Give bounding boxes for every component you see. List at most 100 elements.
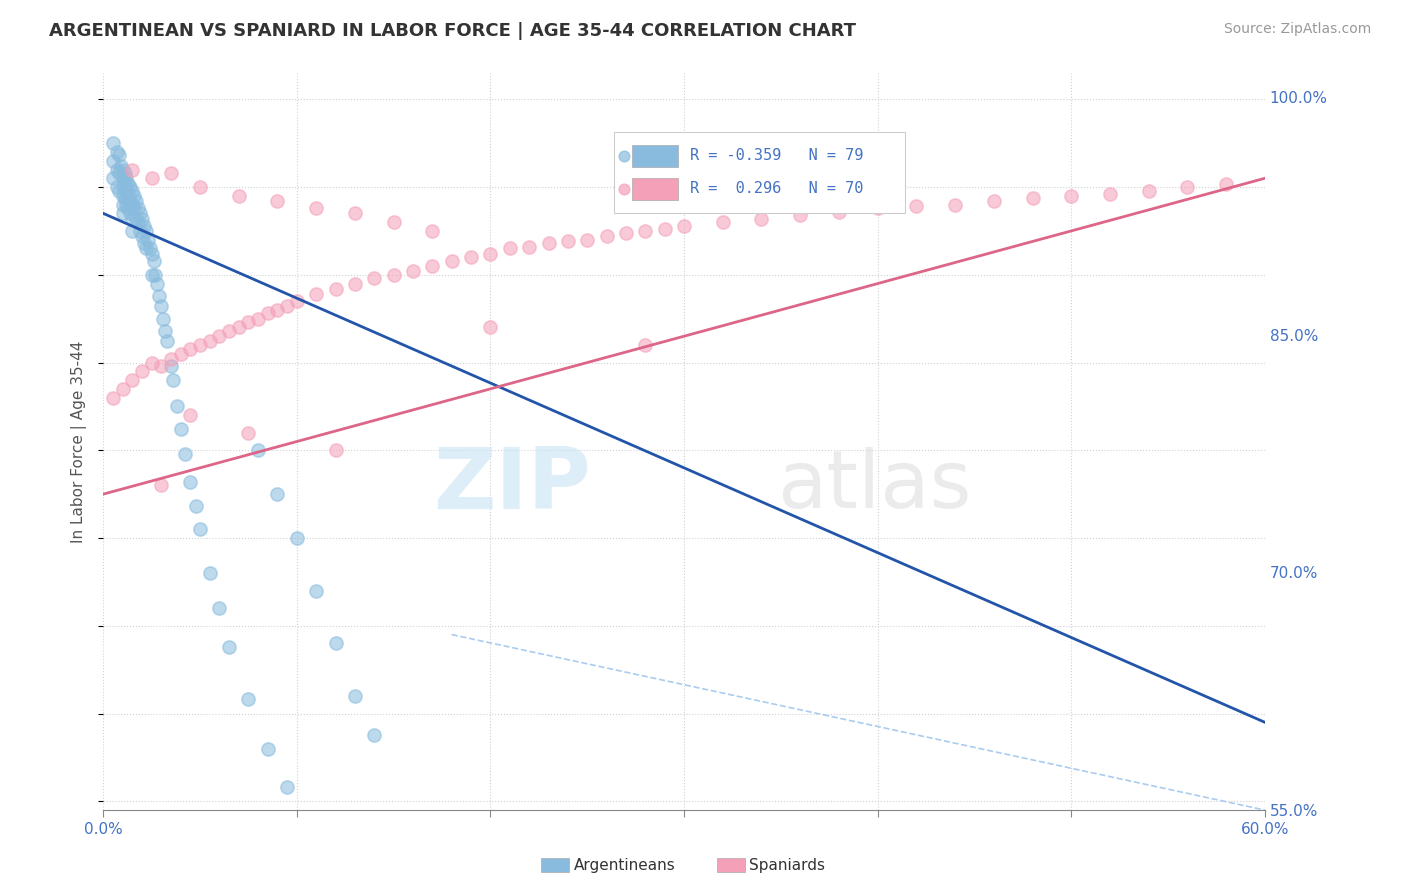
Point xyxy=(101,153,124,168)
Point xyxy=(114,177,136,191)
Point xyxy=(711,215,734,229)
Point xyxy=(127,215,149,229)
Point xyxy=(422,224,444,238)
Point xyxy=(105,162,128,177)
Point xyxy=(228,320,250,334)
Y-axis label: In Labor Force | Age 35-44: In Labor Force | Age 35-44 xyxy=(72,341,87,542)
Point xyxy=(305,583,328,598)
Point xyxy=(343,206,366,220)
Point xyxy=(959,368,981,382)
Point xyxy=(160,166,183,180)
Point xyxy=(111,197,134,211)
Text: ARGENTINEAN VS SPANIARD IN LABOR FORCE | AGE 35-44 CORRELATION CHART: ARGENTINEAN VS SPANIARD IN LABOR FORCE |… xyxy=(49,22,856,40)
Point xyxy=(1137,184,1160,198)
Point xyxy=(135,242,157,256)
Point xyxy=(136,233,159,247)
Point xyxy=(325,636,347,650)
Point xyxy=(634,224,657,238)
Text: R =  0.296   N = 70: R = 0.296 N = 70 xyxy=(690,181,863,196)
Point xyxy=(153,324,176,338)
Point xyxy=(107,184,129,198)
Point xyxy=(1098,187,1121,202)
Point xyxy=(208,329,231,343)
Point xyxy=(343,277,366,291)
Point xyxy=(186,500,208,514)
Point xyxy=(121,373,143,387)
Point xyxy=(107,166,129,180)
Point xyxy=(179,408,201,422)
Point xyxy=(105,180,128,194)
Point xyxy=(121,184,143,198)
Point xyxy=(256,306,278,320)
Point xyxy=(325,282,347,296)
Point xyxy=(127,201,149,215)
Point xyxy=(111,180,134,194)
Point xyxy=(188,180,211,194)
Point xyxy=(402,264,425,278)
Point xyxy=(440,253,463,268)
Point xyxy=(114,166,136,180)
Text: atlas: atlas xyxy=(778,447,972,524)
Text: ZIP: ZIP xyxy=(433,444,591,527)
Point xyxy=(789,208,811,222)
Point xyxy=(111,382,134,396)
Point xyxy=(150,359,173,373)
Text: Spaniards: Spaniards xyxy=(749,858,825,872)
Bar xyxy=(631,145,678,168)
Point xyxy=(105,145,128,159)
Point xyxy=(179,475,201,489)
Point xyxy=(125,194,148,208)
Point xyxy=(111,171,134,186)
Point xyxy=(256,741,278,756)
Point xyxy=(169,347,191,361)
Point xyxy=(141,171,163,186)
Point xyxy=(120,194,142,208)
Point xyxy=(166,400,188,414)
Point xyxy=(115,184,138,198)
Point xyxy=(121,162,143,177)
Point xyxy=(1021,191,1043,205)
Point xyxy=(122,201,145,215)
Point xyxy=(614,226,637,240)
Point xyxy=(115,197,138,211)
Point xyxy=(131,229,153,244)
Point xyxy=(983,194,1005,208)
Point xyxy=(1215,177,1237,191)
Point xyxy=(285,294,308,309)
Point xyxy=(129,206,152,220)
Point xyxy=(111,162,134,177)
Point xyxy=(131,211,153,226)
Point xyxy=(343,689,366,703)
Point xyxy=(135,224,157,238)
Point xyxy=(266,194,288,208)
Point xyxy=(866,201,889,215)
Point xyxy=(120,180,142,194)
Point xyxy=(132,236,155,251)
Point xyxy=(218,640,240,654)
Point xyxy=(129,224,152,238)
Point xyxy=(828,204,851,219)
Text: R = -0.359   N = 79: R = -0.359 N = 79 xyxy=(690,148,863,163)
Point xyxy=(499,242,522,256)
Point xyxy=(160,352,183,367)
Point xyxy=(460,250,482,264)
Point xyxy=(751,211,773,226)
Point xyxy=(150,478,173,492)
Point xyxy=(111,189,134,203)
Point xyxy=(188,338,211,352)
Point xyxy=(943,197,966,211)
Point xyxy=(266,302,288,317)
Point xyxy=(238,692,260,706)
Point xyxy=(305,201,328,215)
Point xyxy=(247,443,270,458)
Point xyxy=(162,373,184,387)
Point xyxy=(156,334,179,349)
Point xyxy=(101,136,124,151)
Point xyxy=(125,211,148,226)
Point xyxy=(1177,180,1199,194)
Point xyxy=(905,199,928,213)
Point xyxy=(150,299,173,313)
Point xyxy=(517,240,540,254)
Point xyxy=(115,171,138,186)
Point xyxy=(152,311,174,326)
